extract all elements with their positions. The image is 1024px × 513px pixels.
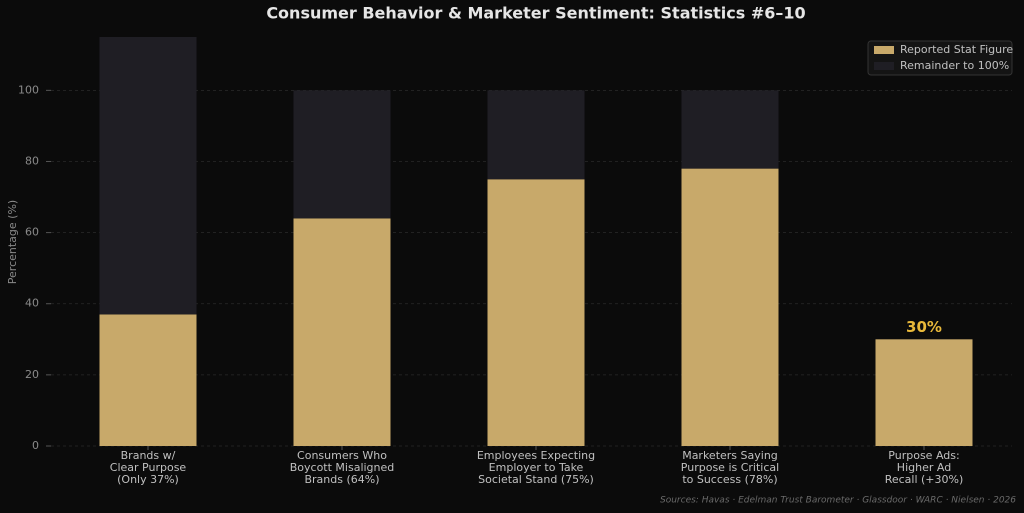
y-tick-label: 80 (25, 154, 39, 167)
x-tick-label: Consumers Who Boycott Misaligned Brands (6… (290, 449, 395, 486)
legend-box (867, 40, 1013, 76)
bar-segment (681, 168, 779, 446)
legend-label: Remainder to 100% (900, 59, 1009, 72)
y-tick-label: 40 (25, 297, 39, 310)
bar-segment (99, 314, 197, 446)
legend-swatch (874, 62, 894, 70)
legend-swatch (874, 46, 894, 54)
x-tick-label: Purpose Ads: Higher Ad Recall (+30%) (885, 449, 964, 486)
bar-segment (487, 90, 585, 180)
source-note: Sources: Havas · Edelman Trust Barometer… (660, 496, 1016, 506)
x-tick-label: Marketers Saying Purpose is Critical to Su… (681, 449, 779, 486)
y-tick-label: 0 (32, 439, 39, 452)
bar-segment (487, 179, 585, 446)
y-tick-label: 60 (25, 226, 39, 239)
y-axis-label: Percentage (%) (6, 200, 19, 284)
x-tick-label: Employees Expecting Employer to Take Socie… (477, 449, 595, 486)
y-tick-label: 100 (18, 83, 39, 96)
bar-segment (99, 37, 197, 315)
y-tick-label: 20 (25, 368, 39, 381)
bar-segment (875, 339, 973, 446)
bar-segment (681, 90, 779, 169)
chart-title: Consumer Behavior & Marketer Sentiment: … (266, 4, 805, 23)
legend-label: Reported Stat Figure (900, 43, 1013, 56)
x-tick-label: Brands w/Clear Purpose (Only 37%) (110, 449, 187, 486)
bar-segment (293, 90, 391, 219)
value-label: 30% (906, 318, 942, 336)
bar-segment (293, 218, 391, 446)
